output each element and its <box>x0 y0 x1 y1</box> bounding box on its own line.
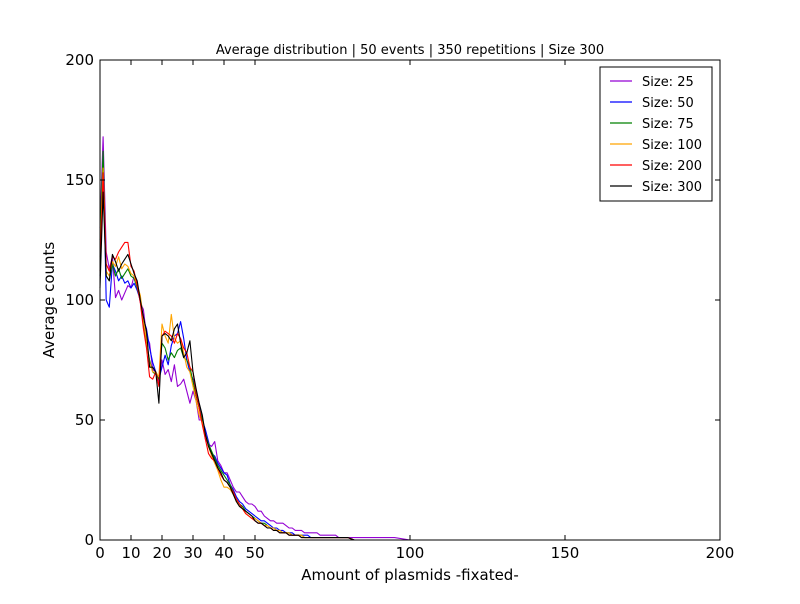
x-tick-label: 200 <box>706 544 735 562</box>
x-tick-label: 50 <box>245 544 264 562</box>
y-tick-label: 50 <box>75 411 94 429</box>
series-line-4 <box>99 167 693 541</box>
legend-label: Size: 25 <box>642 75 694 90</box>
x-axis-label: Amount of plasmids -fixated- <box>301 566 519 584</box>
x-tick-label: 150 <box>551 544 580 562</box>
x-tick-label: 100 <box>396 544 425 562</box>
y-axis-label: Average counts <box>40 242 58 359</box>
legend-label: Size: 50 <box>642 96 694 111</box>
series-line-2 <box>99 155 693 541</box>
y-tick-label: 0 <box>84 531 94 549</box>
x-tick-label: 30 <box>183 544 202 562</box>
x-tick-label: 0 <box>95 544 105 562</box>
plot-area <box>99 136 693 541</box>
x-axis: 0 10 20 30 40 50 100 150 200 <box>95 60 734 562</box>
y-tick-label: 150 <box>65 171 94 189</box>
chart-title: Average distribution | 50 events | 350 r… <box>216 43 604 58</box>
legend-label: Size: 75 <box>642 117 694 132</box>
legend-box <box>599 66 713 202</box>
legend-label: Size: 100 <box>642 138 702 153</box>
series-line-5 <box>99 172 693 541</box>
legend: Size: 25 Size: 50 Size: 75 Size: 100 Size: 2… <box>599 66 713 202</box>
series-line-6 <box>99 191 693 541</box>
y-tick-label: 200 <box>65 51 94 69</box>
legend-label: Size: 300 <box>642 180 702 195</box>
x-tick-label: 10 <box>121 544 140 562</box>
y-axis: 0 50 100 150 200 <box>65 51 720 549</box>
x-tick-label: 40 <box>214 544 233 562</box>
y-tick-label: 100 <box>65 291 94 309</box>
x-tick-label: 20 <box>152 544 171 562</box>
legend-label: Size: 200 <box>642 159 702 174</box>
